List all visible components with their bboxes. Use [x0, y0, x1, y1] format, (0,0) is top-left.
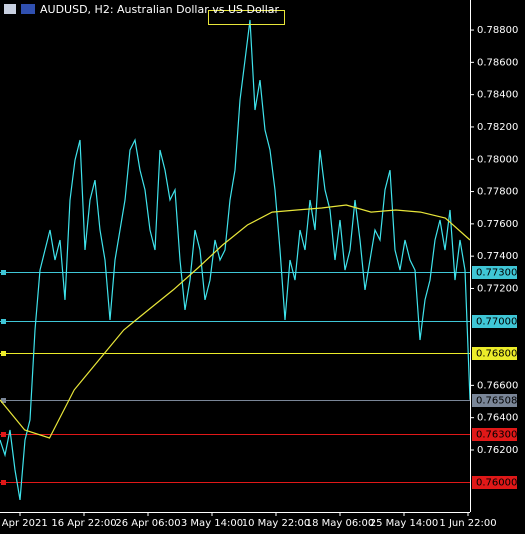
y-tick-label: 0.77200: [477, 283, 518, 294]
y-tick-label: 0.78000: [477, 154, 518, 165]
level-label-box: [472, 394, 517, 407]
x-tick-label: 18 May 06:00: [306, 518, 375, 529]
level-label: 0.76800: [476, 349, 517, 360]
plot-area: [0, 19, 471, 500]
x-tick-label: 1 Jun 22:00: [439, 518, 496, 529]
chart-title: AUDUSD, H2: Australian Dollar vs US Doll…: [40, 3, 280, 16]
y-tick-label: 0.77400: [477, 251, 518, 262]
y-tick-label: 0.78400: [477, 90, 518, 101]
y-tick-label: 0.77800: [477, 187, 518, 198]
level-label: 0.77000: [476, 317, 517, 328]
level-marker: [1, 432, 6, 437]
y-tick-label: 0.78600: [477, 57, 518, 68]
level-label-box: [472, 315, 517, 328]
level-marker: [1, 398, 6, 403]
y-tick-label: 0.77600: [477, 219, 518, 230]
x-tick-label: 10 May 22:00: [242, 518, 311, 529]
x-tick-label: 3 May 14:00: [181, 518, 243, 529]
level-marker: [1, 319, 6, 324]
icon-window: [4, 4, 16, 14]
moving-average: [0, 204, 471, 439]
y-tick-label: 0.76200: [477, 445, 518, 456]
y-tick-label: 0.76400: [477, 413, 518, 424]
x-tick-label: 16 Apr 22:00: [51, 518, 116, 529]
icon-flag: [21, 4, 35, 14]
level-label-box: [472, 266, 517, 279]
level-label: 0.76508: [476, 396, 517, 407]
y-tick-label: 0.76600: [477, 380, 518, 391]
price-line: [0, 19, 471, 500]
level-label: 0.77300: [476, 268, 517, 279]
level-label: 0.76300: [476, 430, 517, 441]
y-tick-label: 0.78200: [477, 122, 518, 133]
level-label-box: [472, 476, 517, 489]
level-label-box: [472, 347, 517, 360]
x-tick-label: 25 May 14:00: [370, 518, 439, 529]
x-tick-label: 26 Apr 06:00: [115, 518, 180, 529]
y-tick-label: 0.78800: [477, 25, 518, 36]
level-marker: [1, 351, 6, 356]
level-label: 0.76000: [476, 478, 517, 489]
level-marker: [1, 480, 6, 485]
rectangle-object: [208, 10, 285, 25]
level-marker: [1, 270, 6, 275]
x-tick-label: 9 Apr 2021: [0, 518, 48, 529]
level-label-box: [472, 428, 517, 441]
